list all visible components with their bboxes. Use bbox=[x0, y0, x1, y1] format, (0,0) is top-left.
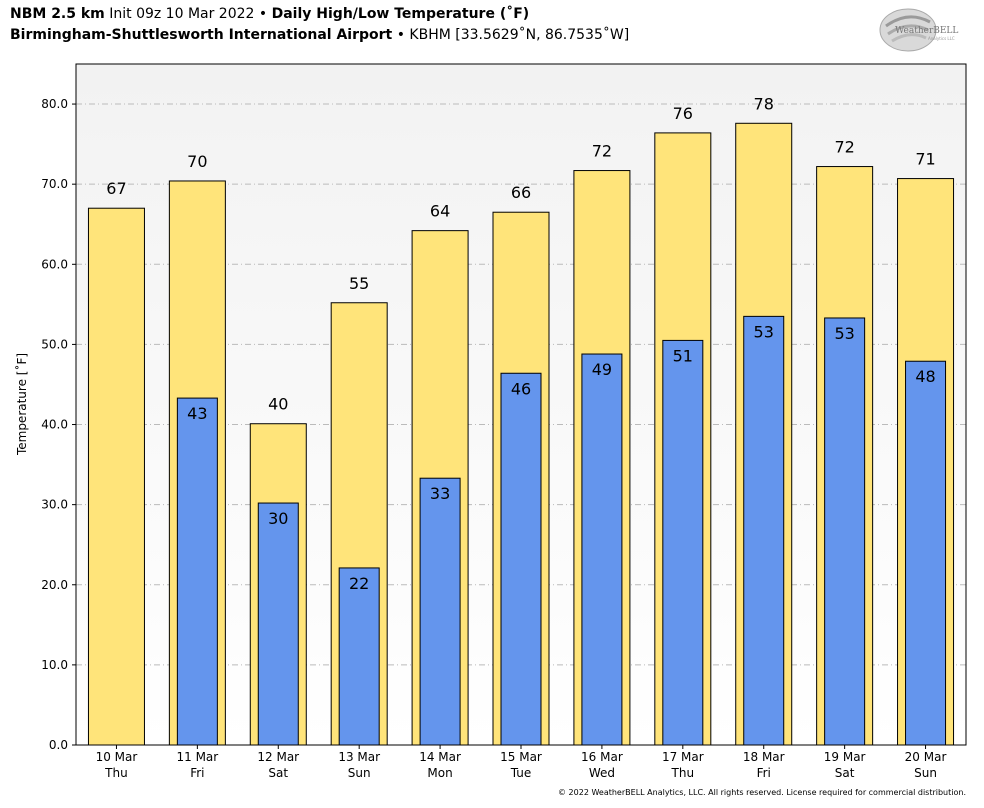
station-name: Birmingham-Shuttlesworth International A… bbox=[10, 27, 393, 43]
x-tick-date: 13 Mar bbox=[338, 750, 380, 764]
x-tick-date: 11 Mar bbox=[176, 750, 218, 764]
product-name: Daily High/Low Temperature (˚F) bbox=[271, 6, 530, 22]
init-time: Init 09z 10 Mar 2022 bbox=[109, 6, 255, 22]
x-tick-date: 16 Mar bbox=[581, 750, 623, 764]
y-tick-label: 20.0 bbox=[41, 578, 68, 592]
y-tick-label: 80.0 bbox=[41, 97, 68, 111]
x-tick-day: Sun bbox=[348, 766, 371, 780]
low-temp-bar bbox=[257, 502, 299, 746]
x-tick-date: 17 Mar bbox=[662, 750, 704, 764]
high-temp-label: 78 bbox=[754, 94, 774, 113]
low-temp-label: 49 bbox=[592, 360, 612, 379]
x-tick-day: Sun bbox=[914, 766, 937, 780]
x-tick-date: 14 Mar bbox=[419, 750, 461, 764]
high-temp-label: 64 bbox=[430, 202, 450, 221]
low-temp-label: 53 bbox=[754, 322, 774, 341]
low-temp-bar bbox=[176, 397, 218, 746]
low-temp-label: 51 bbox=[673, 346, 693, 365]
low-temp-bar bbox=[419, 477, 461, 746]
x-tick-day: Sat bbox=[835, 766, 855, 780]
low-temp-bar bbox=[500, 372, 542, 746]
model-name: NBM 2.5 km bbox=[10, 6, 105, 22]
x-tick-date: 18 Mar bbox=[743, 750, 785, 764]
y-tick-label: 0.0 bbox=[49, 738, 68, 752]
copyright-notice: © 2022 WeatherBELL Analytics, LLC. All r… bbox=[558, 788, 966, 797]
low-temp-label: 30 bbox=[268, 509, 288, 528]
weatherbell-logo: WeatherBELL Analytics LLC bbox=[879, 8, 958, 52]
x-tick-day: Thu bbox=[104, 766, 128, 780]
low-temp-bar bbox=[743, 315, 785, 746]
chart-title-line1: NBM 2.5 km Init 09z 10 Mar 2022 • Daily … bbox=[10, 6, 529, 22]
low-temp-label: 53 bbox=[834, 324, 854, 343]
x-tick-day: Sat bbox=[268, 766, 288, 780]
x-tick-day: Thu bbox=[671, 766, 695, 780]
svg-text:WeatherBELL: WeatherBELL bbox=[895, 26, 958, 36]
title-separator-2: • bbox=[396, 27, 405, 43]
low-temp-label: 48 bbox=[915, 367, 935, 386]
y-axis-label: Temperature [˚F] bbox=[15, 352, 29, 456]
low-temp-label: 33 bbox=[430, 484, 450, 503]
x-tick-day: Wed bbox=[589, 766, 615, 780]
y-tick-label: 10.0 bbox=[41, 658, 68, 672]
low-temp-bar bbox=[824, 317, 866, 746]
low-temp-label: 43 bbox=[187, 404, 207, 423]
high-temp-label: 72 bbox=[592, 142, 612, 161]
x-tick-day: Tue bbox=[510, 766, 532, 780]
x-tick-date: 19 Mar bbox=[824, 750, 866, 764]
high-temp-bar bbox=[87, 207, 145, 746]
low-temp-bar bbox=[338, 567, 380, 746]
y-tick-label: 40.0 bbox=[41, 418, 68, 432]
y-tick-label: 60.0 bbox=[41, 257, 68, 271]
low-temp-bar bbox=[581, 353, 623, 746]
x-tick-day: Fri bbox=[757, 766, 771, 780]
x-tick-day: Fri bbox=[190, 766, 204, 780]
svg-text:Analytics LLC: Analytics LLC bbox=[928, 36, 955, 41]
x-tick-day: Mon bbox=[427, 766, 452, 780]
high-temp-label: 76 bbox=[673, 104, 693, 123]
high-temp-label: 66 bbox=[511, 183, 531, 202]
title-separator: • bbox=[258, 6, 268, 22]
high-temp-label: 70 bbox=[187, 152, 207, 171]
low-temp-label: 46 bbox=[511, 379, 531, 398]
low-temp-bar bbox=[662, 339, 704, 746]
high-temp-label: 67 bbox=[106, 179, 126, 198]
high-temp-label: 55 bbox=[349, 274, 369, 293]
x-tick-date: 20 Mar bbox=[905, 750, 947, 764]
x-tick-date: 15 Mar bbox=[500, 750, 542, 764]
high-temp-label: 72 bbox=[834, 138, 854, 157]
high-temp-label: 71 bbox=[915, 150, 935, 169]
plot-frame bbox=[75, 63, 967, 746]
y-tick-label: 70.0 bbox=[41, 177, 68, 191]
high-temp-label: 40 bbox=[268, 395, 288, 414]
y-tick-label: 50.0 bbox=[41, 337, 68, 351]
low-temp-label: 22 bbox=[349, 574, 369, 593]
x-tick-date: 10 Mar bbox=[96, 750, 138, 764]
station-code: KBHM [33.5629˚N, 86.7535˚W] bbox=[409, 27, 630, 43]
chart-title-line2: Birmingham-Shuttlesworth International A… bbox=[10, 27, 629, 43]
low-temp-bar bbox=[905, 360, 947, 746]
x-tick-date: 12 Mar bbox=[257, 750, 299, 764]
y-tick-label: 30.0 bbox=[41, 498, 68, 512]
